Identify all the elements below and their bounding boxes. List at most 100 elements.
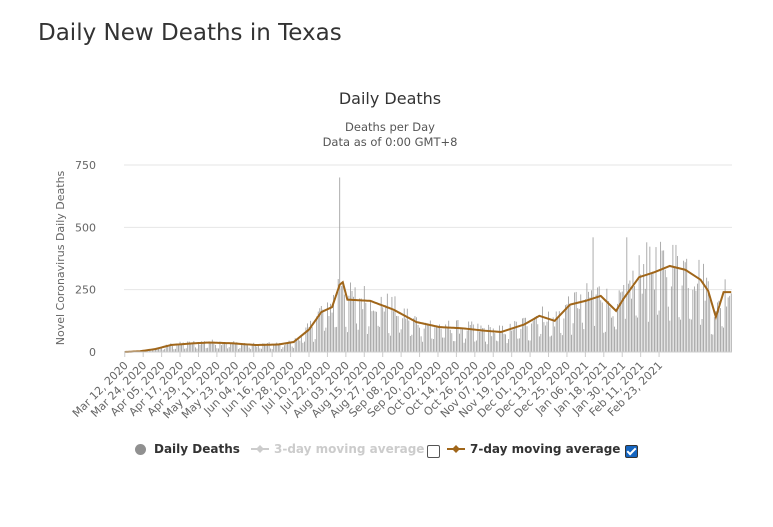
- daily-death-bar: [261, 348, 262, 352]
- legend-item-daily-deaths[interactable]: Daily Deaths: [135, 440, 240, 458]
- daily-death-bar: [723, 327, 724, 352]
- daily-death-bar: [445, 324, 447, 352]
- daily-death-bar: [514, 321, 516, 352]
- daily-death-bar: [472, 324, 474, 352]
- daily-death-bar: [666, 277, 668, 352]
- daily-death-bar: [199, 344, 201, 352]
- daily-death-bar: [179, 341, 181, 352]
- daily-death-bar: [677, 255, 678, 352]
- daily-death-bar: [538, 336, 540, 352]
- daily-death-bar: [468, 321, 470, 352]
- daily-death-bar: [689, 318, 691, 352]
- daily-death-bar: [409, 336, 411, 352]
- daily-death-bar: [614, 326, 615, 352]
- daily-death-bar: [715, 311, 717, 352]
- daily-death-bar: [162, 349, 164, 352]
- legend-label-7-day-average: 7-day moving average: [470, 442, 621, 456]
- daily-death-bar: [371, 311, 373, 352]
- daily-death-bar: [600, 300, 602, 352]
- daily-death-bar: [374, 311, 376, 352]
- daily-death-bar: [257, 344, 259, 352]
- daily-death-bar: [643, 264, 645, 352]
- daily-death-bar: [586, 283, 588, 352]
- daily-death-bar: [690, 319, 692, 352]
- daily-death-bar: [534, 317, 536, 352]
- daily-death-bar: [170, 343, 172, 352]
- legend-item-3-day-average[interactable]: 3-day moving average: [251, 440, 424, 458]
- daily-death-bar: [353, 296, 354, 352]
- daily-death-bar: [543, 322, 545, 352]
- daily-death-bar: [411, 334, 413, 352]
- daily-death-bar: [448, 320, 450, 352]
- checkbox-7-day-average[interactable]: [625, 445, 638, 458]
- daily-death-bar: [207, 347, 209, 352]
- daily-death-bar: [471, 321, 473, 352]
- daily-death-bar: [389, 335, 391, 352]
- page-title: Daily New Deaths in Texas: [38, 20, 342, 46]
- daily-death-bar: [248, 347, 250, 352]
- daily-death-bar: [224, 343, 225, 352]
- legend-line-icon: [447, 443, 465, 455]
- daily-death-bar: [348, 295, 350, 352]
- daily-death-bar: [571, 334, 572, 352]
- daily-death-bar: [176, 344, 178, 352]
- daily-death-bar: [537, 324, 539, 352]
- daily-death-bar: [288, 340, 290, 352]
- daily-death-bar: [454, 341, 456, 352]
- daily-death-bar: [618, 290, 620, 352]
- daily-death-bar: [385, 305, 387, 352]
- daily-death-bar: [726, 306, 728, 352]
- daily-death-bar: [370, 301, 371, 352]
- daily-death-bar: [721, 326, 723, 352]
- daily-death-bar: [211, 339, 213, 352]
- daily-death-bar: [506, 343, 508, 352]
- daily-death-bar: [250, 349, 252, 352]
- daily-death-bar: [532, 320, 534, 352]
- daily-death-bar: [446, 327, 448, 352]
- legend-item-7-day-average[interactable]: 7-day moving average: [447, 440, 620, 458]
- daily-death-bar: [466, 330, 468, 352]
- daily-death-bar: [339, 177, 341, 352]
- daily-death-bar: [406, 308, 408, 352]
- daily-death-bar: [403, 308, 405, 352]
- daily-death-bar: [259, 348, 261, 352]
- daily-death-bar: [664, 269, 666, 352]
- daily-death-bar: [485, 341, 486, 352]
- daily-death-bar: [568, 296, 569, 352]
- daily-death-bar: [494, 333, 496, 352]
- daily-death-bar: [451, 333, 453, 352]
- daily-death-bar: [720, 308, 721, 352]
- checkbox-3-day-average[interactable]: [427, 445, 440, 458]
- daily-death-bar: [508, 339, 510, 352]
- daily-death-bar: [388, 333, 390, 352]
- daily-death-bar: [700, 324, 701, 352]
- chart-subtitle-line-2: Data as of 0:00 GMT+8: [323, 135, 458, 149]
- daily-death-bar: [393, 311, 394, 352]
- daily-death-bar: [251, 344, 253, 352]
- legend-label-3-day-average: 3-day moving average: [274, 442, 425, 456]
- daily-death-bar: [304, 341, 305, 352]
- daily-death-bar: [391, 296, 393, 352]
- daily-death-bar: [546, 321, 548, 352]
- daily-death-bar: [434, 327, 436, 352]
- daily-death-bar: [693, 286, 695, 352]
- daily-death-bar: [190, 344, 192, 352]
- daily-death-bar: [328, 316, 330, 352]
- daily-death-bar: [518, 338, 520, 352]
- daily-death-bar: [548, 311, 549, 352]
- daily-death-bar: [488, 324, 490, 352]
- chart-title: Daily Deaths: [339, 89, 441, 108]
- daily-death-bar: [208, 342, 210, 352]
- daily-death-bar: [482, 328, 483, 352]
- daily-death-bar: [551, 335, 552, 352]
- daily-death-bar: [164, 348, 166, 352]
- daily-death-bar: [601, 302, 603, 352]
- daily-death-bar: [660, 241, 662, 352]
- daily-death-bar: [325, 327, 327, 352]
- daily-death-bar: [268, 342, 270, 352]
- daily-death-bar: [264, 343, 265, 352]
- daily-death-bar: [729, 295, 731, 352]
- daily-death-bar: [244, 343, 245, 352]
- daily-death-bar: [583, 329, 585, 352]
- daily-death-bar: [459, 333, 460, 352]
